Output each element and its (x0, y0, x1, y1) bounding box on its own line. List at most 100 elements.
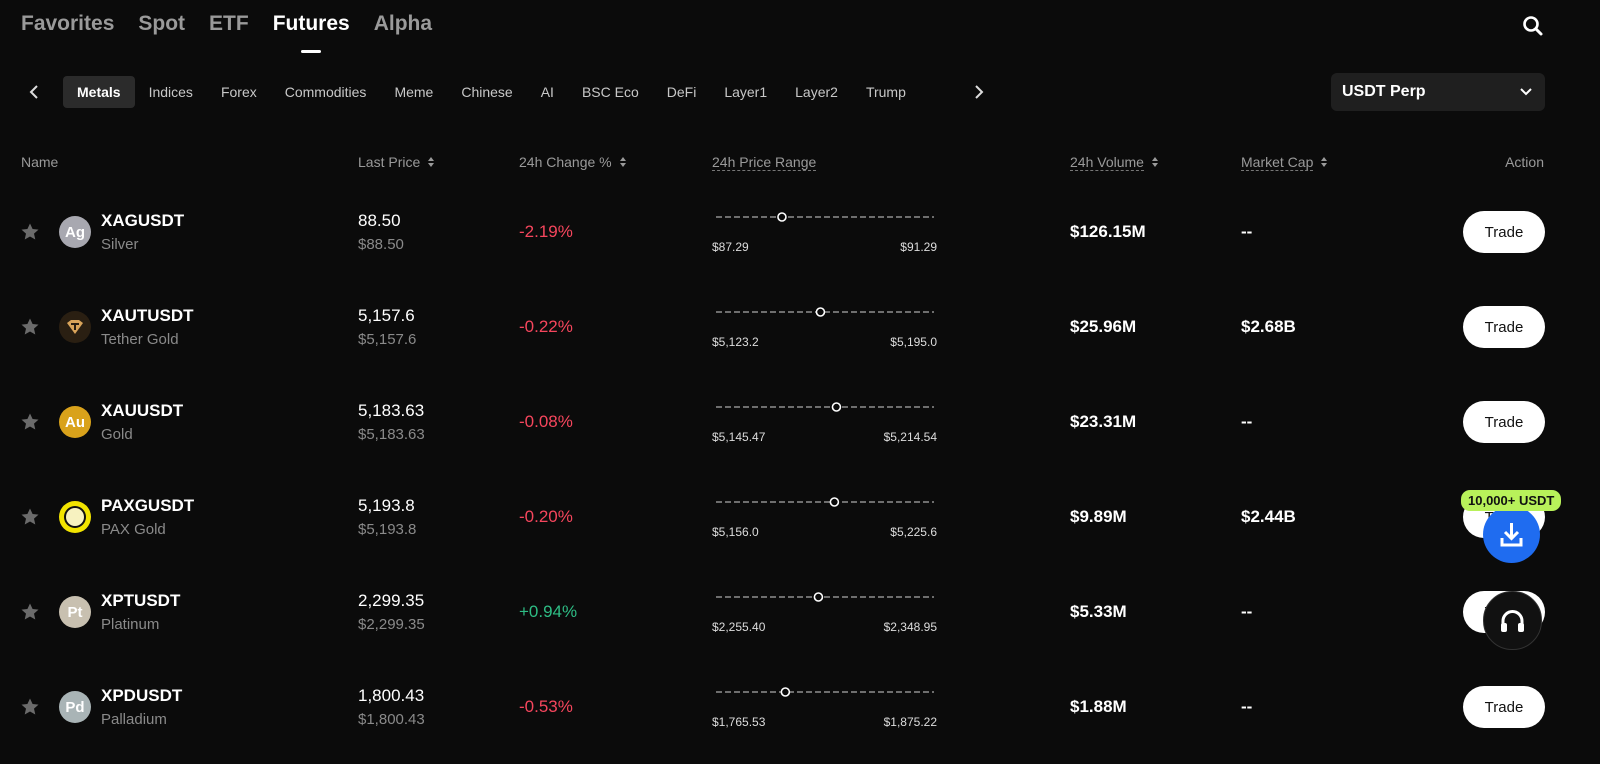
category-pill[interactable]: Indices (148, 84, 193, 100)
scroll-right[interactable] (972, 84, 986, 100)
market-cap: -- (1241, 222, 1253, 241)
column-title: Market Cap (1241, 154, 1314, 171)
range-low: $5,123.2 (712, 335, 759, 349)
asset-name: Tether Gold (101, 331, 179, 348)
price-range-bar (716, 497, 934, 507)
column-header: 24h Price Range (712, 154, 817, 171)
price-range-bar (716, 592, 934, 602)
asset-name: Gold (101, 426, 133, 443)
range-low: $2,255.40 (712, 620, 766, 634)
category-pills: Metals Indices Forex Commodities Meme Chinese… (63, 76, 961, 108)
range-high: $2,348.95 (883, 620, 937, 634)
category-pill[interactable]: Forex (220, 84, 257, 100)
category-pill[interactable]: DeFi (666, 84, 697, 100)
last-price: 5,193.8 (358, 496, 415, 515)
column-title: Action (1505, 154, 1544, 170)
favorite-star[interactable] (20, 412, 40, 432)
last-price-usd: $5,157.6 (358, 331, 417, 348)
chevron (1520, 88, 1532, 96)
category-pill[interactable]: BSC Eco (581, 84, 639, 100)
sort-icon[interactable] (617, 156, 629, 168)
favorite-star[interactable] (20, 222, 40, 242)
download-button[interactable] (1483, 506, 1540, 563)
last-price: 1,800.43 (358, 686, 425, 705)
range-low: $1,765.53 (712, 715, 766, 729)
volume: $1.88M (1070, 697, 1127, 716)
tab[interactable]: ETF (209, 12, 249, 35)
market-cap: $2.44B (1241, 507, 1296, 526)
tab[interactable]: Spot (138, 12, 186, 35)
coin-icon: Pd (59, 691, 91, 723)
column-title: 24h Price Range (712, 154, 817, 171)
price-range-bar (716, 687, 934, 697)
trade-button[interactable]: Trade (1463, 686, 1545, 728)
favorite-star[interactable] (20, 602, 40, 622)
tab[interactable]: Alpha (373, 12, 433, 35)
column-title: Name (21, 154, 59, 170)
range-high: $5,195.0 (890, 335, 937, 349)
change: -0.22% (519, 317, 573, 336)
sort-icon[interactable] (425, 156, 437, 168)
category-pill[interactable]: Layer2 (795, 84, 838, 100)
market-cap: -- (1241, 697, 1253, 716)
tab[interactable]: Favorites (21, 12, 115, 35)
symbol: XAGUSDT (101, 211, 185, 230)
headset-icon (1501, 610, 1524, 632)
asset-name: PAX Gold (101, 521, 166, 538)
change: -2.19% (519, 222, 573, 241)
column-header: Name (21, 154, 58, 170)
last-price-usd: $5,183.63 (358, 426, 425, 443)
favorite-star[interactable] (20, 697, 40, 717)
price-range-bar (716, 212, 934, 222)
volume: $126.15M (1070, 222, 1146, 241)
last-price-usd: $1,800.43 (358, 711, 425, 728)
category-pill[interactable]: AI (540, 84, 554, 100)
dropdown-label: USDT Perp (1342, 83, 1426, 100)
category-pill[interactable]: Chinese (461, 84, 513, 100)
asset-name: Platinum (101, 616, 160, 633)
coin-icon: Pt (59, 596, 91, 628)
column-header[interactable]: 24h Volume (1070, 154, 1161, 171)
symbol: XPTUSDT (101, 591, 181, 610)
market-dropdown[interactable]: USDT Perp (1331, 73, 1545, 111)
range-high: $5,214.54 (883, 430, 937, 444)
asset-name: Silver (101, 236, 139, 253)
download-icon (1500, 523, 1523, 547)
sort-icon[interactable] (1318, 156, 1330, 168)
tab[interactable]: Futures (272, 12, 350, 53)
volume: $9.89M (1070, 507, 1127, 526)
category-pill[interactable]: Meme (394, 84, 434, 100)
market-cap: -- (1241, 602, 1253, 621)
trade-button[interactable]: Trade (1463, 306, 1545, 348)
search-icon[interactable] (1522, 15, 1544, 37)
symbol: XPDUSDT (101, 686, 183, 705)
range-high: $5,225.6 (890, 525, 937, 539)
scroll-left[interactable] (28, 84, 42, 100)
category-pill[interactable]: Metals (63, 76, 135, 108)
favorite-star[interactable] (20, 507, 40, 527)
category-pill[interactable]: Trump (865, 84, 906, 100)
range-low: $5,145.47 (712, 430, 766, 444)
category-pill[interactable]: Layer1 (724, 84, 768, 100)
market-cap: -- (1241, 412, 1253, 431)
column-header: Action (1505, 154, 1544, 170)
last-price-usd: $88.50 (358, 236, 404, 253)
volume: $23.31M (1070, 412, 1137, 431)
trade-button[interactable]: Trade (1463, 211, 1545, 253)
favorite-star[interactable] (20, 317, 40, 337)
column-header[interactable]: 24h Change % (519, 154, 629, 170)
trade-button[interactable]: Trade (1463, 401, 1545, 443)
column-title: Last Price (358, 154, 421, 170)
price-range-bar (716, 402, 934, 412)
category-pill[interactable]: Commodities (284, 84, 367, 100)
support-button[interactable] (1483, 591, 1542, 650)
column-header[interactable]: Last Price (358, 154, 437, 170)
column-header[interactable]: Market Cap (1241, 154, 1330, 171)
last-price: 2,299.35 (358, 591, 425, 610)
last-price: 5,157.6 (358, 306, 415, 325)
price-range-bar (716, 307, 934, 317)
sort-icon[interactable] (1149, 156, 1161, 168)
last-price-usd: $2,299.35 (358, 616, 425, 633)
change: -0.53% (519, 697, 573, 716)
